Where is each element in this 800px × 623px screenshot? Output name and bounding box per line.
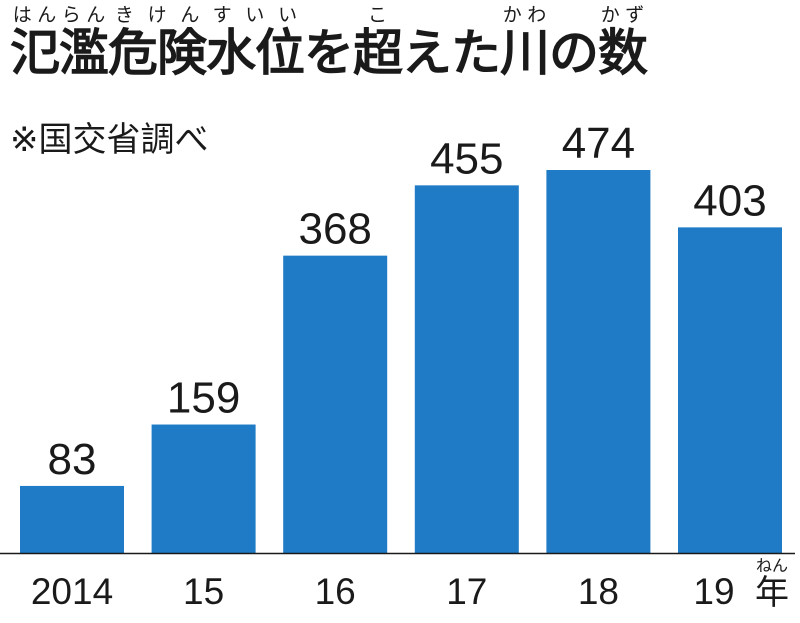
title-segment: えた — [402, 24, 501, 82]
data-label: 403 — [693, 176, 766, 225]
title-segment: 危険水位きけんすいい — [108, 4, 305, 82]
furigana: かず — [598, 4, 647, 26]
data-label: 474 — [562, 119, 635, 168]
source-note: ※国交省調べ — [10, 120, 209, 160]
bar — [678, 227, 782, 553]
data-label: 368 — [298, 205, 371, 254]
title-segment: 数かず — [598, 4, 648, 82]
bar — [283, 255, 388, 554]
bar — [546, 170, 651, 553]
furigana: こ — [353, 4, 402, 26]
bar — [20, 485, 124, 553]
data-label: 455 — [430, 134, 503, 183]
unit-label: 年 — [755, 574, 789, 612]
x-tick-label: 18 — [578, 571, 619, 612]
data-label: 159 — [167, 374, 240, 423]
x-tick-label: 15 — [183, 571, 224, 612]
title-segment: 氾濫はんらん — [10, 4, 109, 82]
furigana: かわ — [500, 4, 549, 26]
unit-furigana: ねん — [756, 557, 788, 575]
data-label: 83 — [48, 435, 97, 484]
title-segment: 川かわ — [500, 4, 550, 82]
x-tick-label: 17 — [446, 571, 487, 612]
chart-title: 氾濫はんらん危険水位きけんすいいを 超こえた 川かわの 数かず — [10, 4, 648, 78]
furigana: きけんすいい — [108, 4, 304, 26]
bar — [414, 185, 519, 553]
x-tick-label: 19 — [693, 571, 734, 612]
furigana: はんらん — [10, 4, 108, 26]
title-segment: の — [549, 24, 599, 82]
title-segment: 超こ — [353, 4, 403, 82]
x-tick-label: 2014 — [31, 571, 113, 612]
x-tick-label: 16 — [315, 571, 356, 612]
bar — [151, 424, 256, 553]
title-segment: を — [304, 24, 354, 82]
